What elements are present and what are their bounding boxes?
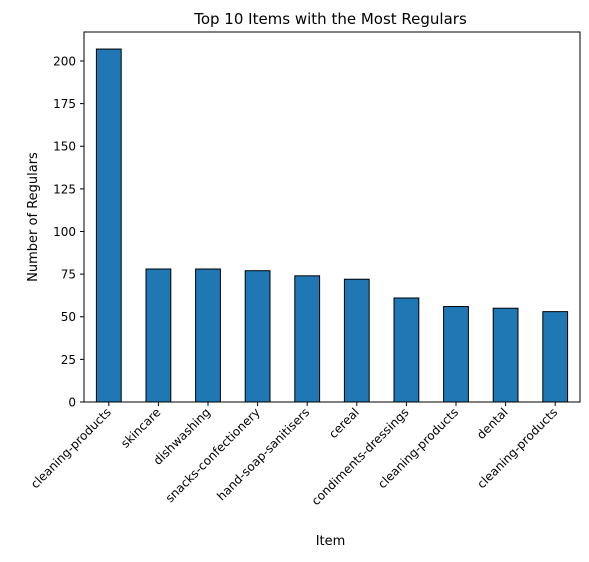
x-tick-label: snacks-confectionery — [163, 405, 263, 505]
x-axis-label: Item — [316, 534, 346, 549]
bar — [492, 307, 519, 403]
y-tick-label: 25 — [61, 353, 76, 367]
bar — [542, 311, 569, 403]
y-tick-label: 50 — [61, 310, 76, 324]
y-tick-label: 0 — [68, 396, 76, 410]
bar — [393, 297, 420, 403]
x-tick-label: condiments-dressings — [309, 405, 412, 508]
bar — [343, 278, 370, 403]
bar — [294, 275, 321, 403]
bars — [95, 48, 569, 403]
y-axis-label: Number of Regulars — [26, 152, 41, 282]
x-tick-label: cereal — [326, 405, 362, 441]
y-tick-label: 100 — [53, 225, 76, 239]
y-tick-label: 150 — [53, 140, 76, 154]
chart-title: Top 10 Items with the Most Regulars — [193, 10, 467, 28]
bar — [443, 306, 469, 403]
plot-frame — [83, 31, 581, 403]
x-tick-label: cleaning-products — [28, 405, 114, 491]
y-tick-label: 75 — [61, 268, 76, 282]
bar — [95, 48, 122, 403]
x-tick-label: dental — [474, 405, 511, 442]
y-tick-label: 200 — [53, 54, 76, 68]
y-tick-label: 175 — [53, 97, 76, 111]
x-axis: cleaning-products skincaredishwashingsnac… — [28, 402, 560, 508]
bar — [244, 270, 271, 403]
y-tick-label: 125 — [53, 182, 76, 196]
bar — [195, 268, 221, 403]
x-tick-label: hand-soap-sanitisers — [214, 405, 312, 503]
x-tick-label: skincare — [118, 405, 163, 450]
bar — [145, 268, 172, 403]
y-axis: 0 25 50 75 100 125 150 175 200 — [53, 54, 84, 410]
